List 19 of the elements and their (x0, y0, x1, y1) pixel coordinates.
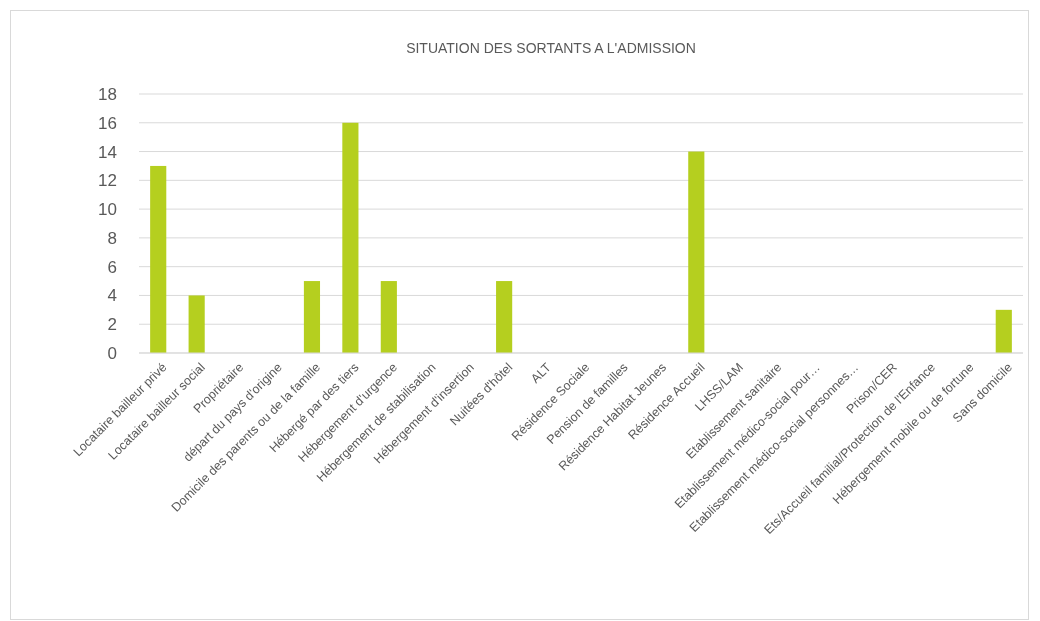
y-tick-label: 8 (107, 228, 117, 248)
y-tick-label: 0 (107, 343, 117, 363)
y-tick-label: 18 (98, 84, 117, 104)
bar (496, 281, 513, 353)
y-tick-label: 10 (98, 200, 117, 220)
bar (188, 295, 205, 353)
bar (380, 281, 397, 353)
bar (995, 309, 1012, 353)
y-tick-label: 6 (107, 257, 117, 277)
bar (303, 281, 321, 353)
y-tick-label: 4 (107, 286, 117, 306)
y-tick-label: 16 (98, 113, 117, 133)
y-tick-label: 2 (107, 315, 117, 335)
y-tick-label: 14 (98, 142, 117, 162)
bar (150, 165, 167, 353)
y-tick-label: 12 (98, 171, 117, 191)
bar (688, 151, 705, 353)
chart-title: SITUATION DES SORTANTS A L'ADMISSION (406, 40, 696, 56)
bar (342, 122, 359, 353)
